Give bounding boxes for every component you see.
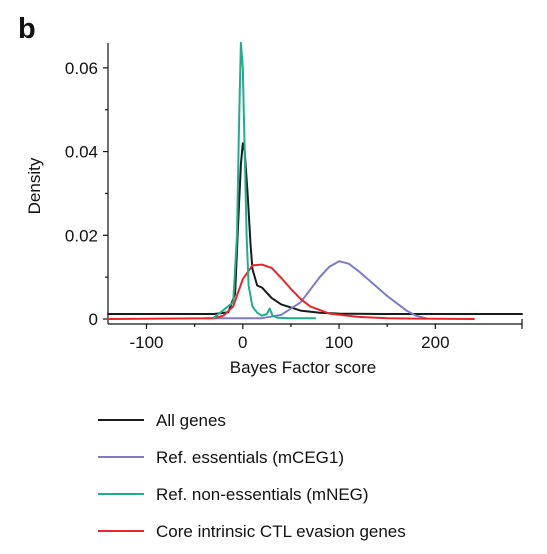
x-axis-ticks: -100 0 100 200 — [129, 324, 450, 352]
y-tick-label: 0.04 — [65, 143, 98, 162]
legend-label: Ref. non-essentials (mNEG) — [156, 485, 369, 504]
legend-label: Ref. essentials (mCEG1) — [156, 448, 344, 467]
series-line-0 — [107, 142, 523, 315]
x-axis-title: Bayes Factor score — [230, 358, 376, 377]
legend-label: Core intrinsic CTL evasion genes — [156, 522, 406, 541]
y-tick-label: 0.06 — [65, 59, 98, 78]
y-axis-ticks: 0 0.02 0.04 0.06 — [65, 59, 108, 329]
series-line-1 — [203, 260, 427, 320]
panel-label: b — [18, 13, 36, 45]
x-tick-label: 0 — [238, 333, 247, 352]
series-line-2 — [212, 41, 316, 320]
legend: All genes Ref. essentials (mCEG1) Ref. non… — [98, 411, 406, 541]
series-layer — [107, 41, 523, 320]
legend-label: All genes — [156, 411, 226, 430]
y-axis-title: Density — [25, 157, 44, 214]
series-line-3 — [107, 263, 475, 320]
x-tick-label: 100 — [325, 333, 353, 352]
x-tick-label: -100 — [129, 333, 163, 352]
x-tick-label: 200 — [421, 333, 449, 352]
y-tick-label: 0.02 — [65, 226, 98, 245]
plot-area: 0 0.02 0.04 0.06 -100 0 100 200 — [65, 41, 523, 352]
y-tick-label: 0 — [89, 310, 98, 329]
